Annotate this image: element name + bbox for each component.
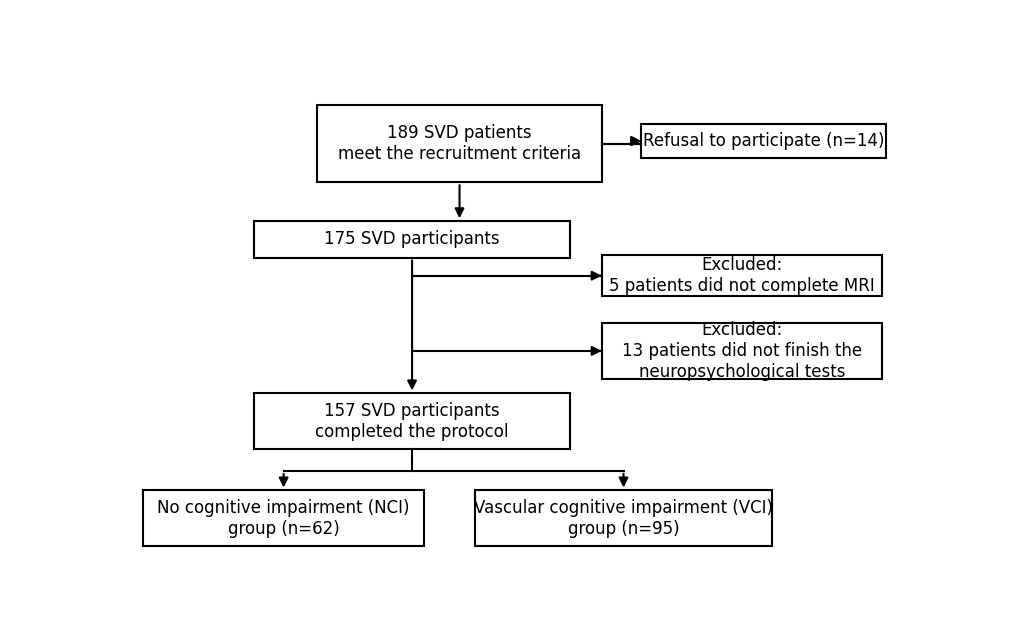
Text: No cognitive impairment (NCI)
group (n=62): No cognitive impairment (NCI) group (n=6… [157, 499, 410, 537]
FancyBboxPatch shape [641, 124, 886, 158]
FancyBboxPatch shape [601, 255, 881, 296]
FancyBboxPatch shape [143, 490, 424, 546]
Text: Vascular cognitive impairment (VCI)
group (n=95): Vascular cognitive impairment (VCI) grou… [474, 499, 772, 537]
FancyBboxPatch shape [254, 393, 570, 449]
FancyBboxPatch shape [601, 323, 881, 379]
Text: Excluded:
13 patients did not finish the
neuropsychological tests: Excluded: 13 patients did not finish the… [622, 321, 861, 381]
FancyBboxPatch shape [254, 221, 570, 258]
Text: 175 SVD participants: 175 SVD participants [324, 231, 499, 248]
Text: Excluded:
5 patients did not complete MRI: Excluded: 5 patients did not complete MR… [608, 256, 874, 295]
FancyBboxPatch shape [475, 490, 771, 546]
FancyBboxPatch shape [317, 105, 601, 182]
Text: 157 SVD participants
completed the protocol: 157 SVD participants completed the proto… [315, 402, 508, 440]
Text: Refusal to participate (n=14): Refusal to participate (n=14) [642, 132, 883, 150]
Text: 189 SVD patients
meet the recruitment criteria: 189 SVD patients meet the recruitment cr… [337, 124, 581, 163]
